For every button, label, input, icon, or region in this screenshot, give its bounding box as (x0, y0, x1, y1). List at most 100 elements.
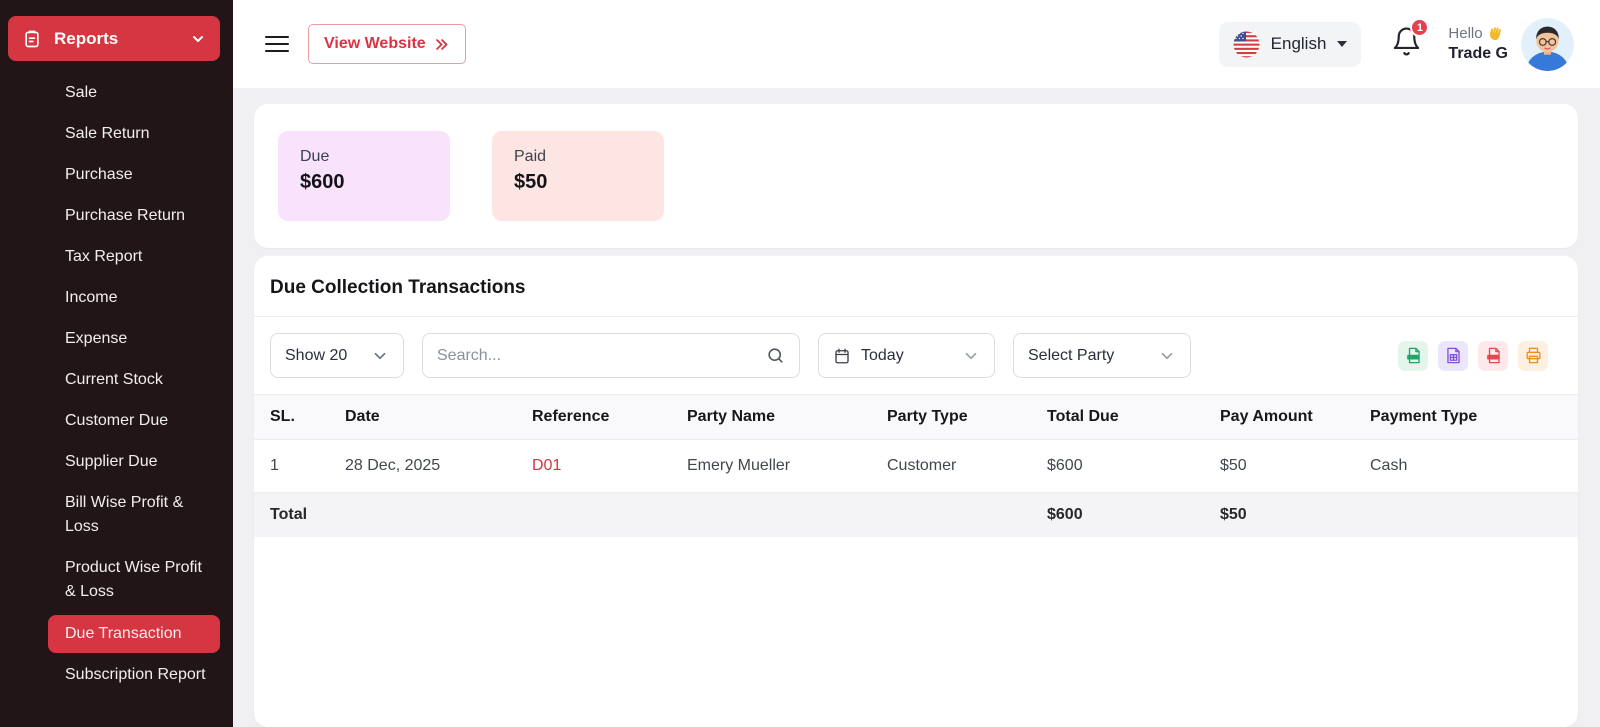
chevron-down-icon (190, 31, 206, 47)
view-website-button[interactable]: View Website (308, 24, 466, 64)
transactions-table: SL. Date Reference Party Name Party Type Tota… (254, 394, 1578, 537)
greeting-text: Hello (1448, 25, 1483, 42)
stat-label: Paid (514, 148, 547, 165)
sidebar: Reports Sale Sale Return Purchase Purchase … (0, 0, 233, 727)
total-empty-cell (879, 492, 1039, 537)
cell-payment-type: Cash (1362, 439, 1578, 493)
cell-sl: 1 (254, 439, 337, 493)
sidebar-item-supplier-due[interactable]: Supplier Due (65, 453, 158, 470)
divider (254, 316, 1578, 317)
content: Due $600 Paid $50 Due Collection Transactio… (233, 88, 1600, 727)
cell-reference: D01 (524, 439, 679, 493)
total-total-due: $600 (1039, 492, 1212, 537)
date-filter-dropdown[interactable]: Today (818, 333, 995, 378)
search-icon[interactable] (766, 346, 785, 365)
sidebar-header-label: Reports (54, 28, 119, 48)
sidebar-item-product-wise-profit-loss[interactable]: Product Wise Profit & Loss (65, 559, 202, 600)
notification-badge: 1 (1410, 18, 1430, 37)
total-pay-amount: $50 (1212, 492, 1362, 537)
waving-hand-icon (1487, 25, 1504, 42)
reference-link[interactable]: D01 (532, 457, 562, 474)
stat-value: $50 (514, 171, 548, 193)
sidebar-item-bill-wise-profit-loss[interactable]: Bill Wise Profit & Loss (65, 494, 184, 535)
username: Trade G (1448, 45, 1508, 62)
avatar[interactable] (1521, 17, 1574, 71)
us-flag-icon (1233, 31, 1260, 58)
sidebar-item-purchase[interactable]: Purchase (65, 166, 133, 183)
sidebar-item-due-transaction[interactable]: Due Transaction (48, 615, 220, 653)
table-body: 1 28 Dec, 2025 D01 Emery Mueller Customer $60… (254, 439, 1578, 493)
caret-down-icon (1337, 41, 1348, 47)
svg-text:PDF: PDF (1489, 355, 1497, 359)
main-area: View Website (233, 0, 1600, 727)
summary-cards: Due $600 Paid $50 (254, 104, 1578, 248)
calendar-icon (833, 347, 851, 365)
language-selector[interactable]: English (1218, 21, 1362, 67)
sidebar-item-sale-return[interactable]: Sale Return (65, 125, 150, 142)
column-header-party-name: Party Name (679, 394, 879, 440)
chevron-down-icon (371, 347, 389, 365)
total-empty-cell (524, 492, 679, 537)
sidebar-item-subscription-report[interactable]: Subscription Report (65, 666, 206, 683)
stat-card-due: Due $600 (278, 131, 450, 221)
party-filter-dropdown[interactable]: Select Party (1013, 333, 1191, 378)
transactions-panel: Due Collection Transactions Show 20 (254, 256, 1578, 727)
search-box (422, 333, 800, 378)
export-buttons: CSV (1398, 340, 1548, 371)
stat-label: Due (300, 148, 330, 165)
table-header: SL. Date Reference Party Name Party Type Tota… (254, 394, 1578, 440)
column-header-payment-type: Payment Type (1362, 394, 1578, 440)
view-website-label: View Website (324, 35, 426, 52)
spreadsheet-export-icon[interactable] (1438, 340, 1468, 371)
chevron-down-icon (962, 347, 980, 365)
date-filter-label: Today (861, 346, 904, 364)
sidebar-reports-toggle[interactable]: Reports (8, 16, 220, 61)
total-empty-cell (679, 492, 879, 537)
cell-date: 28 Dec, 2025 (337, 439, 524, 493)
sidebar-item-sale[interactable]: Sale (65, 84, 98, 101)
stat-value: $600 (300, 171, 345, 193)
table-row: 1 28 Dec, 2025 D01 Emery Mueller Customer $60… (254, 439, 1578, 493)
clipboard-icon (22, 29, 42, 49)
search-input[interactable] (437, 346, 766, 365)
bell-icon (1394, 27, 1420, 56)
sidebar-item-current-stock[interactable]: Current Stock (65, 371, 163, 388)
greeting-block: Hello (1448, 25, 1508, 63)
sidebar-item-income[interactable]: Income (65, 289, 118, 306)
column-header-pay-amount: Pay Amount (1212, 394, 1362, 440)
panel-title: Due Collection Transactions (270, 277, 526, 298)
column-header-reference: Reference (524, 394, 679, 440)
column-header-party-type: Party Type (879, 394, 1039, 440)
show-entries-dropdown[interactable]: Show 20 (270, 333, 404, 378)
table-footer: Total $600 $50 (254, 492, 1578, 537)
topbar: View Website (233, 0, 1600, 88)
csv-export-icon[interactable]: CSV (1398, 340, 1428, 371)
column-header-total-due: Total Due (1039, 394, 1212, 440)
cell-party-type: Customer (879, 439, 1039, 493)
column-header-date: Date (337, 394, 524, 440)
total-empty-cell (1362, 492, 1578, 537)
show-entries-label: Show 20 (285, 346, 348, 364)
total-label: Total (254, 492, 337, 537)
chevron-down-icon (1158, 347, 1176, 365)
pdf-export-icon[interactable]: PDF (1478, 340, 1508, 371)
sidebar-item-tax-report[interactable]: Tax Report (65, 248, 143, 265)
cell-pay-amount: $50 (1212, 439, 1362, 493)
sidebar-item-customer-due[interactable]: Customer Due (65, 412, 169, 429)
cell-total-due: $600 (1039, 439, 1212, 493)
sidebar-menu: Sale Sale Return Purchase Purchase Return Ta… (0, 73, 233, 696)
filter-row: Show 20 (254, 317, 1578, 394)
topbar-right: English 1 Hello (1218, 17, 1574, 71)
total-empty-cell (337, 492, 524, 537)
svg-text:CSV: CSV (1409, 355, 1417, 359)
column-header-sl: SL. (254, 394, 337, 440)
cell-party-name: Emery Mueller (679, 439, 879, 493)
notification-bell[interactable]: 1 (1391, 18, 1430, 62)
stat-card-paid: Paid $50 (492, 131, 664, 221)
print-icon[interactable] (1518, 340, 1548, 371)
party-filter-label: Select Party (1028, 346, 1115, 364)
sidebar-item-expense[interactable]: Expense (65, 330, 128, 347)
hamburger-menu-icon[interactable] (265, 31, 289, 57)
sidebar-item-purchase-return[interactable]: Purchase Return (65, 207, 186, 224)
